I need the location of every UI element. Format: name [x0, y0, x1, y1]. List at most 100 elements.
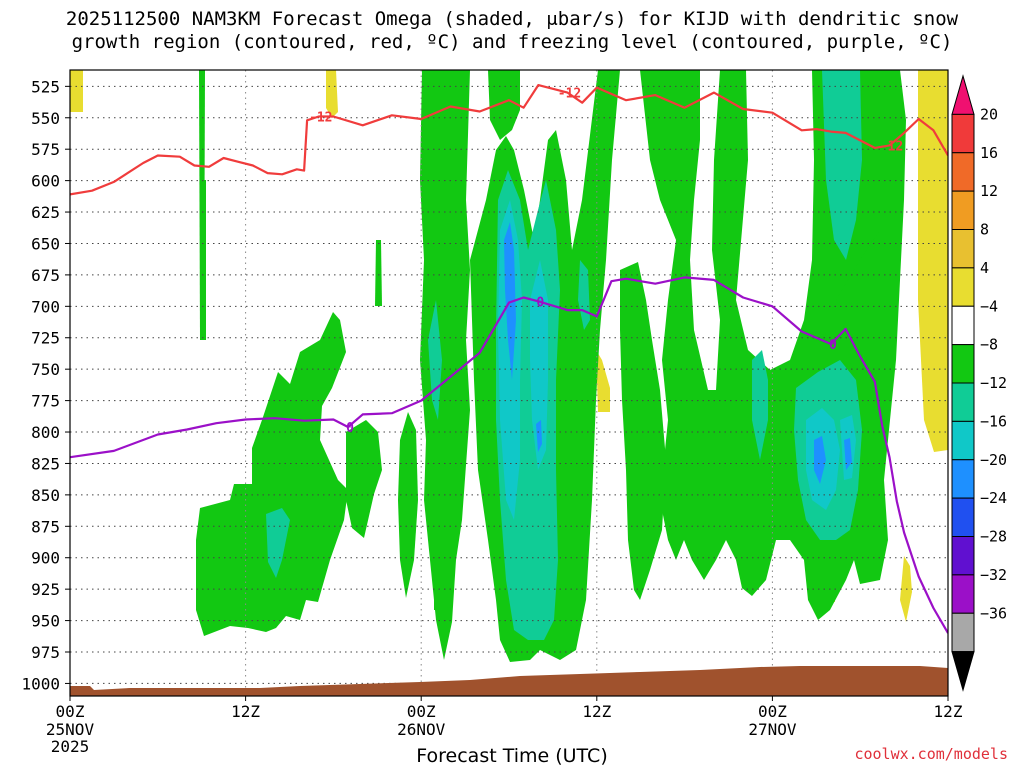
x-tick-year: 2025 [51, 737, 90, 756]
colorbar-swatch [951, 497, 975, 537]
x-tick-label: 00Z [56, 702, 85, 721]
colorbar-swatch [951, 344, 975, 384]
colorbar-swatch [951, 229, 975, 269]
y-tick-label: 625 [31, 203, 60, 222]
chart-title-line2: growth region (contoured, red, ºC) and f… [71, 31, 953, 53]
colorbar-cap-bottom [951, 651, 975, 692]
y-tick-label: 675 [31, 266, 60, 285]
x-tick-label: 00Z [407, 702, 436, 721]
colorbar-label: 16 [980, 144, 998, 162]
colorbar: 20 16 12 8 4 −4 −8 −12 −16 −20 −24 −28 −32 −36 [951, 74, 1007, 692]
colorbar-swatch [951, 612, 975, 653]
chart-title-line1: 2025112500 NAM3KM Forecast Omega (shaded… [65, 8, 959, 30]
freezing-level-label: 0 [536, 295, 544, 310]
y-tick-label: 800 [31, 423, 60, 442]
x-tick-date: 25NOV [46, 720, 95, 739]
terrain [70, 666, 948, 696]
colorbar-swatch [951, 420, 975, 461]
y-tick-label: 550 [31, 109, 60, 128]
dgz-contour-label: -12 [880, 139, 903, 154]
omega-strongest-rise-area [504, 222, 516, 380]
omega-sinking-patch [326, 70, 338, 118]
y-tick-label: 825 [31, 454, 60, 473]
y-tick-label: 950 [31, 612, 60, 631]
omega-rise-area [196, 312, 348, 636]
colorbar-label: 20 [980, 105, 998, 123]
x-tick-label: 12Z [582, 702, 611, 721]
x-tick-label: 12Z [231, 702, 260, 721]
colorbar-label: 8 [980, 221, 989, 239]
dgz-contour-label: -12 [558, 87, 581, 102]
omega-strongest-rise-area [814, 436, 826, 484]
colorbar-label: 4 [980, 259, 989, 277]
y-tick-label: 1000 [21, 674, 60, 693]
credit-label: coolwx.com/models [854, 745, 1008, 763]
y-tick-label: 700 [31, 297, 60, 316]
y-tick-label: 650 [31, 234, 60, 253]
colorbar-label: −32 [980, 566, 1007, 584]
freezing-level-label: 0 [346, 421, 354, 436]
omega-rise-area [398, 412, 418, 598]
y-axis: 525 550 575 600 625 650 675 700 725 750 775 800 825 8… [21, 77, 70, 693]
omega-shading [70, 70, 948, 662]
x-tick-date: 27NOV [748, 720, 797, 739]
colorbar-label: 12 [980, 182, 998, 200]
x-tick-label: 12Z [934, 702, 963, 721]
x-tick-date: 26NOV [397, 720, 446, 739]
plot-border [69, 69, 949, 697]
omega-sinking-patch [596, 350, 610, 412]
omega-rise-area [620, 262, 666, 600]
colorbar-swatch [951, 267, 975, 307]
omega-sinking-patch [70, 70, 83, 112]
colorbar-cap-top [951, 74, 975, 115]
dgz-contour-label: -12 [309, 111, 332, 126]
freezing-level-label: 0 [829, 338, 837, 353]
omega-moderate-rise-area [266, 508, 290, 578]
x-axis-title: Forecast Time (UTC) [416, 745, 608, 767]
y-tick-label: 975 [31, 643, 60, 662]
dgz-contour-line [70, 83, 948, 196]
y-tick-label: 875 [31, 517, 60, 536]
omega-strong-rise-area [530, 260, 548, 470]
colorbar-label: −8 [980, 336, 998, 354]
colorbar-label: −16 [980, 412, 1007, 430]
omega-moderate-rise-area [428, 300, 442, 420]
contour-layer: -12 -12 -12 0 0 0 [70, 83, 948, 634]
colorbar-label: −28 [980, 528, 1007, 546]
y-tick-label: 750 [31, 360, 60, 379]
omega-rise-area [200, 180, 206, 340]
colorbar-swatch [951, 190, 975, 230]
x-tick-label: 00Z [758, 702, 787, 721]
y-tick-label: 575 [31, 140, 60, 159]
colorbar-swatch [951, 459, 975, 499]
colorbar-swatch [951, 382, 975, 422]
y-tick-label: 725 [31, 329, 60, 348]
colorbar-label: −24 [980, 489, 1007, 507]
gridlines [70, 70, 948, 696]
omega-rise-area [488, 70, 520, 140]
colorbar-swatch [951, 113, 975, 154]
colorbar-swatch [951, 574, 975, 614]
colorbar-label: −36 [980, 604, 1007, 622]
omega-rise-area [420, 70, 470, 660]
y-tick-label: 525 [31, 77, 60, 96]
omega-rise-area [346, 420, 382, 538]
omega-sinking-patch [918, 70, 948, 452]
y-tick-label: 850 [31, 486, 60, 505]
colorbar-label: −20 [980, 451, 1007, 469]
y-tick-label: 900 [31, 549, 60, 568]
colorbar-label: −4 [980, 297, 998, 315]
colorbar-swatch [951, 152, 975, 192]
y-tick-label: 775 [31, 392, 60, 411]
omega-strongest-rise-area [844, 438, 852, 470]
freezing-level-line [70, 276, 948, 634]
colorbar-swatch [951, 305, 975, 346]
colorbar-label: −12 [980, 374, 1007, 392]
y-tick-label: 600 [31, 172, 60, 191]
omega-rise-area [375, 240, 382, 306]
omega-strongest-rise-area [536, 420, 542, 452]
omega-rise-area [836, 120, 898, 380]
colorbar-swatch [951, 536, 975, 576]
